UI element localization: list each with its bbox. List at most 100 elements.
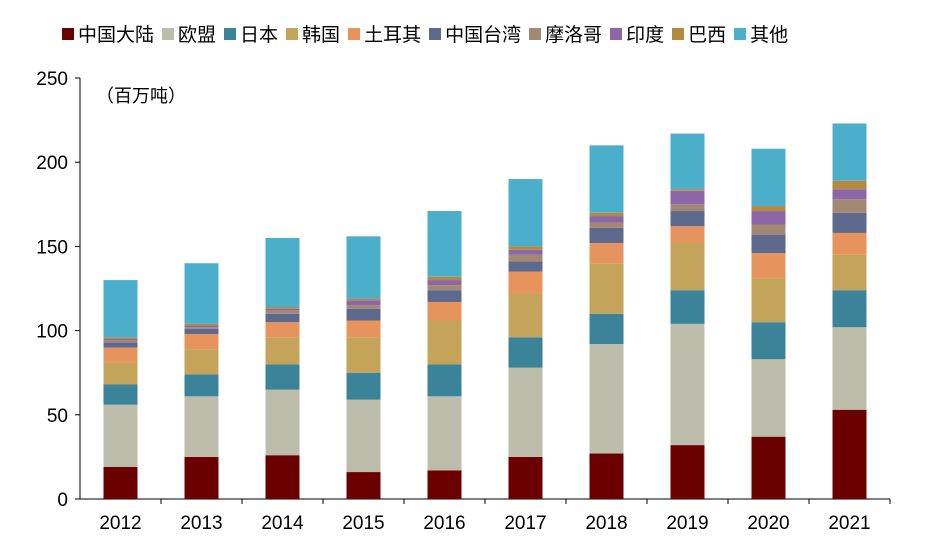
bar-segment bbox=[832, 409, 867, 499]
bar-segment bbox=[832, 232, 867, 255]
bar-segment bbox=[670, 133, 705, 190]
bar-segment bbox=[508, 337, 543, 368]
bar-segment bbox=[751, 359, 786, 437]
legend-item: 中国大陆 bbox=[62, 20, 154, 47]
legend-label: 日本 bbox=[240, 24, 279, 46]
bar-segment bbox=[184, 396, 219, 457]
bar-segment bbox=[832, 290, 867, 328]
bar-segment bbox=[184, 323, 219, 326]
bar-segment bbox=[670, 243, 705, 291]
bar-segment bbox=[670, 204, 705, 212]
x-tick-label: 2015 bbox=[342, 513, 384, 534]
bar-segment bbox=[670, 323, 705, 446]
bar-segment bbox=[103, 384, 138, 405]
legend-label: 印度 bbox=[626, 24, 665, 46]
y-tick-label: 0 bbox=[57, 490, 68, 511]
legend-label: 欧盟 bbox=[178, 24, 217, 46]
bar-segment bbox=[103, 467, 138, 499]
bar-segment bbox=[589, 212, 624, 217]
bar-segment bbox=[346, 372, 381, 400]
bar-segment bbox=[103, 339, 138, 341]
legend-label: 摩洛哥 bbox=[545, 24, 603, 46]
bar-segment bbox=[346, 399, 381, 473]
bar-segment bbox=[103, 362, 138, 385]
bar-segment bbox=[265, 455, 300, 499]
bar-segment bbox=[508, 254, 543, 262]
bar-segment bbox=[589, 222, 624, 228]
legend-item: 印度 bbox=[610, 20, 664, 47]
legend-item: 韩国 bbox=[286, 20, 340, 47]
bar-segment bbox=[589, 263, 624, 314]
legend-label: 中国大陆 bbox=[78, 24, 155, 46]
bar-segment bbox=[265, 313, 300, 323]
bar-segment bbox=[832, 327, 867, 410]
bar-segment bbox=[751, 148, 786, 206]
bar-segment bbox=[346, 337, 381, 373]
y-tick-label: 100 bbox=[36, 322, 68, 343]
legend-item: 土耳其 bbox=[348, 20, 421, 47]
bar-segment bbox=[832, 123, 867, 181]
bar-segment bbox=[670, 226, 705, 244]
legend-item: 日本 bbox=[224, 20, 278, 47]
bar-segment bbox=[832, 212, 867, 233]
bar-segment bbox=[265, 364, 300, 390]
legend-label: 韩国 bbox=[302, 24, 341, 46]
bar-segment bbox=[265, 389, 300, 456]
bar-segment bbox=[508, 261, 543, 272]
bar-segment bbox=[346, 305, 381, 309]
x-tick-label: 2012 bbox=[99, 513, 141, 534]
bar-segment bbox=[751, 322, 786, 360]
bar-segment bbox=[670, 190, 705, 205]
bar-segment bbox=[427, 280, 462, 286]
bar-segment bbox=[346, 472, 381, 499]
y-tick-label: 150 bbox=[36, 237, 68, 258]
bar-segment bbox=[508, 367, 543, 457]
legend-swatch bbox=[162, 27, 175, 40]
legend-swatch bbox=[734, 27, 747, 40]
bar-segment bbox=[751, 436, 786, 499]
bar-segment bbox=[427, 364, 462, 397]
bar-segment bbox=[265, 308, 300, 311]
legend-label: 土耳其 bbox=[364, 24, 422, 46]
bars bbox=[103, 123, 867, 499]
bar-segment bbox=[589, 227, 624, 244]
bar-segment bbox=[670, 290, 705, 324]
bar-segment bbox=[670, 189, 705, 191]
bar-segment bbox=[184, 374, 219, 397]
bar-segment bbox=[184, 263, 219, 324]
bar-segment bbox=[184, 327, 219, 329]
bar-segment bbox=[427, 290, 462, 302]
bar-segment bbox=[508, 271, 543, 294]
legend-label: 中国台湾 bbox=[445, 24, 522, 46]
bar-segment bbox=[184, 325, 219, 328]
legend-swatch bbox=[529, 27, 542, 40]
legend-swatch bbox=[672, 27, 685, 40]
bar-segment bbox=[508, 249, 543, 255]
bar-segment bbox=[265, 307, 300, 309]
bar-segment bbox=[265, 337, 300, 365]
bar-segment bbox=[265, 322, 300, 338]
bar-segment bbox=[103, 340, 138, 343]
bar-segment bbox=[184, 333, 219, 350]
y-tick-label: 50 bbox=[47, 406, 68, 427]
x-tick-label: 2019 bbox=[666, 513, 708, 534]
x-tick-label: 2021 bbox=[828, 513, 870, 534]
bar-segment bbox=[427, 211, 462, 277]
bar-segment bbox=[184, 349, 219, 375]
bar-segment bbox=[265, 237, 300, 308]
bar-segment bbox=[103, 342, 138, 348]
unit-label: （百万吨） bbox=[96, 86, 186, 107]
bar-segment bbox=[103, 280, 138, 338]
x-tick-label: 2016 bbox=[423, 513, 465, 534]
bar-segment bbox=[427, 285, 462, 291]
x-tick-label: 2018 bbox=[585, 513, 627, 534]
bar-segment bbox=[508, 293, 543, 338]
bar-segment bbox=[265, 310, 300, 314]
bar-segment bbox=[427, 396, 462, 471]
legend-item: 巴西 bbox=[672, 20, 726, 47]
axes: 0 50 100 150 200 250 2012 2013 2014 2015 2016 2017 2… bbox=[36, 69, 891, 534]
bar-segment bbox=[589, 145, 624, 213]
bar-segment bbox=[589, 344, 624, 454]
bar-segment bbox=[751, 211, 786, 225]
